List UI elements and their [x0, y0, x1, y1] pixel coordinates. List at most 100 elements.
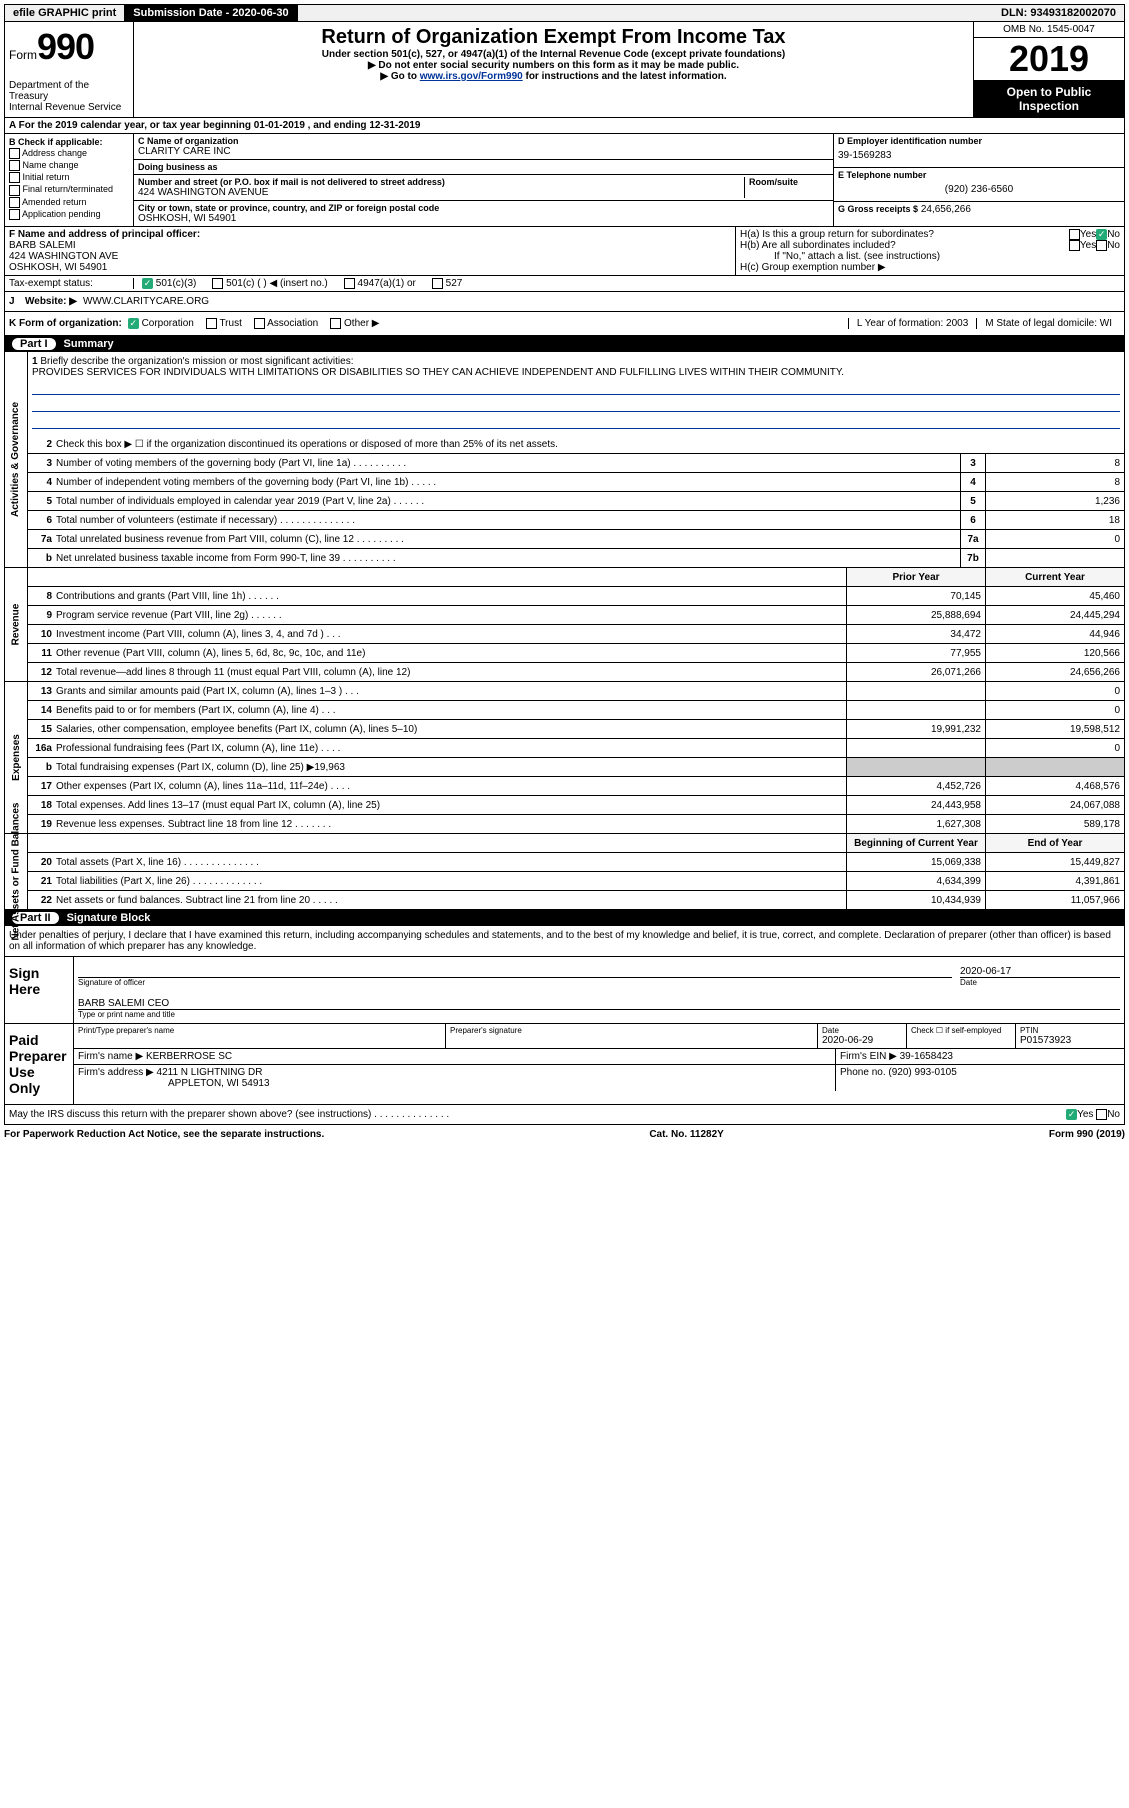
- money-line: 19Revenue less expenses. Subtract line 1…: [28, 815, 1124, 833]
- omb-number: OMB No. 1545-0047: [974, 22, 1124, 38]
- gov-line: bNet unrelated business taxable income f…: [28, 549, 1124, 567]
- side-revenue: Revenue: [5, 568, 28, 681]
- chk-final[interactable]: Final return/terminated: [9, 184, 129, 195]
- submission-date: Submission Date - 2020-06-30: [125, 5, 297, 21]
- gov-line: 2Check this box ▶ ☐ if the organization …: [28, 435, 1124, 454]
- money-line: 17Other expenses (Part IX, column (A), l…: [28, 777, 1124, 796]
- box-b: B Check if applicable: Address change Na…: [5, 134, 134, 226]
- chk-initial[interactable]: Initial return: [9, 172, 129, 183]
- firm-phone: (920) 993-0105: [888, 1067, 956, 1078]
- signature-section: Under penalties of perjury, I declare th…: [4, 926, 1125, 1125]
- discuss-yes-checked: ✓: [1066, 1109, 1077, 1120]
- phone: (920) 236-6560: [838, 180, 1120, 199]
- part1-header: Part I Summary: [4, 336, 1125, 352]
- col-header-row: Prior Year Current Year: [28, 568, 1124, 587]
- money-line: 12Total revenue—add lines 8 through 11 (…: [28, 663, 1124, 681]
- org-name: CLARITY CARE INC: [138, 146, 829, 157]
- tax-status-row: Tax-exempt status: ✓ 501(c)(3) 501(c) ( …: [4, 276, 1125, 292]
- ptin: P01573923: [1020, 1035, 1120, 1046]
- money-line: 11Other revenue (Part VIII, column (A), …: [28, 644, 1124, 663]
- irs-link[interactable]: www.irs.gov/Form990: [420, 71, 523, 82]
- footer-right: Form 990 (2019): [1049, 1129, 1125, 1140]
- money-line: 15Salaries, other compensation, employee…: [28, 720, 1124, 739]
- box-h: H(a) Is this a group return for subordin…: [735, 227, 1124, 275]
- year-formation: L Year of formation: 2003: [848, 318, 976, 329]
- form-title: Return of Organization Exempt From Incom…: [142, 26, 965, 49]
- money-line: 22Net assets or fund balances. Subtract …: [28, 891, 1124, 909]
- street-address: 424 WASHINGTON AVENUE: [138, 187, 744, 198]
- chk-address[interactable]: Address change: [9, 148, 129, 159]
- phone-cell: E Telephone number (920) 236-6560: [834, 168, 1124, 202]
- money-line: 9Program service revenue (Part VIII, lin…: [28, 606, 1124, 625]
- firm-addr1: 4211 N LIGHTNING DR: [157, 1067, 263, 1078]
- website: WWW.CLARITYCARE.ORG: [77, 296, 209, 307]
- dln: DLN: 93493182002070: [993, 5, 1124, 21]
- mission-text: PROVIDES SERVICES FOR INDIVIDUALS WITH L…: [32, 367, 1120, 378]
- money-line: bTotal fundraising expenses (Part IX, co…: [28, 758, 1124, 777]
- city-state-zip: OSHKOSH, WI 54901: [138, 213, 829, 224]
- row-j: J Website: ▶ WWW.CLARITYCARE.ORG: [4, 292, 1125, 312]
- form-number: 990: [37, 26, 94, 67]
- open-public: Open to Public Inspection: [974, 81, 1124, 117]
- efile-label[interactable]: efile GRAPHIC print: [5, 5, 125, 21]
- sign-here-label: Sign Here: [5, 957, 74, 1023]
- row-k: K Form of organization: ✓ Corporation Tr…: [4, 312, 1125, 336]
- row-a: A For the 2019 calendar year, or tax yea…: [4, 118, 1125, 134]
- box-b-label: B Check if applicable:: [9, 137, 129, 147]
- box-f: F Name and address of principal officer:…: [5, 227, 735, 275]
- firm-ein: 39-1658423: [900, 1051, 953, 1062]
- paid-preparer-label: Paid Preparer Use Only: [5, 1024, 74, 1104]
- money-line: 20Total assets (Part X, line 16) . . . .…: [28, 853, 1124, 872]
- ein: 39-1569283: [838, 146, 1120, 165]
- money-line: 18Total expenses. Add lines 13–17 (must …: [28, 796, 1124, 815]
- org-name-cell: C Name of organization CLARITY CARE INC: [134, 134, 833, 160]
- mission-block: 1 Briefly describe the organization's mi…: [28, 352, 1124, 435]
- row-fh: F Name and address of principal officer:…: [4, 227, 1125, 276]
- gov-line: 3Number of voting members of the governi…: [28, 454, 1124, 473]
- form-header: Form990 Department of the Treasury Inter…: [4, 22, 1125, 118]
- section-bcd: B Check if applicable: Address change Na…: [4, 134, 1125, 227]
- ein-cell: D Employer identification number 39-1569…: [834, 134, 1124, 168]
- gov-line: 6Total number of volunteers (estimate if…: [28, 511, 1124, 530]
- footer-left: For Paperwork Reduction Act Notice, see …: [4, 1129, 324, 1140]
- officer-addr2: OSHKOSH, WI 54901: [9, 262, 731, 273]
- officer-addr1: 424 WASHINGTON AVE: [9, 251, 731, 262]
- money-line: 14Benefits paid to or for members (Part …: [28, 701, 1124, 720]
- firm-addr2: APPLETON, WI 54913: [78, 1078, 270, 1089]
- officer-name: BARB SALEMI: [9, 240, 731, 251]
- tax-year: 2019: [974, 38, 1124, 81]
- gross-cell: G Gross receipts $ 24,656,266: [834, 202, 1124, 217]
- page-footer: For Paperwork Reduction Act Notice, see …: [4, 1125, 1125, 1144]
- footer-mid: Cat. No. 11282Y: [649, 1129, 723, 1140]
- side-netassets: Net Assets or Fund Balances: [5, 834, 28, 909]
- note-ssn: ▶ Do not enter social security numbers o…: [142, 60, 965, 71]
- gov-line: 4Number of independent voting members of…: [28, 473, 1124, 492]
- form-label: Form990: [9, 26, 129, 68]
- gov-line: 7aTotal unrelated business revenue from …: [28, 530, 1124, 549]
- department: Department of the Treasury Internal Reve…: [9, 80, 129, 113]
- summary-body: Activities & Governance 1 Briefly descri…: [4, 352, 1125, 910]
- declaration: Under penalties of perjury, I declare th…: [5, 926, 1124, 956]
- chk-pending[interactable]: Application pending: [9, 209, 129, 220]
- sig-date: 2020-06-17: [960, 961, 1120, 978]
- discuss-text: May the IRS discuss this return with the…: [9, 1109, 1066, 1120]
- side-governance: Activities & Governance: [5, 352, 28, 567]
- top-bar: efile GRAPHIC print Submission Date - 20…: [4, 4, 1125, 22]
- note-link: ▶ Go to www.irs.gov/Form990 for instruct…: [142, 71, 965, 82]
- prep-date: 2020-06-29: [822, 1035, 902, 1046]
- money-line: 13Grants and similar amounts paid (Part …: [28, 682, 1124, 701]
- money-line: 8Contributions and grants (Part VIII, li…: [28, 587, 1124, 606]
- gov-line: 5Total number of individuals employed in…: [28, 492, 1124, 511]
- address-cell: Number and street (or P.O. box if mail i…: [134, 175, 833, 201]
- dba-cell: Doing business as: [134, 160, 833, 175]
- ha-no-checked: ✓: [1096, 229, 1107, 240]
- money-line: 21Total liabilities (Part X, line 26) . …: [28, 872, 1124, 891]
- money-line: 16aProfessional fundraising fees (Part I…: [28, 739, 1124, 758]
- state-domicile: M State of legal domicile: WI: [976, 318, 1120, 329]
- chk-amended[interactable]: Amended return: [9, 197, 129, 208]
- city-cell: City or town, state or province, country…: [134, 201, 833, 226]
- part2-header: Part II Signature Block: [4, 910, 1125, 926]
- firm-name: KERBERROSE SC: [146, 1051, 232, 1062]
- 501c3-checked: ✓: [142, 278, 153, 289]
- chk-name[interactable]: Name change: [9, 160, 129, 171]
